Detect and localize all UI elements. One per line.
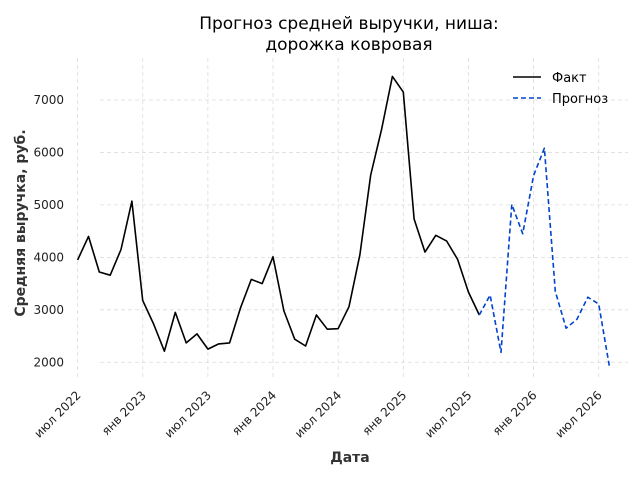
- y-axis-ticks: 2000 3000 4000 5000 6000 7000: [33, 93, 64, 369]
- x-tick-label: июл 2024: [292, 388, 344, 440]
- x-tick-label: июл 2026: [553, 388, 605, 440]
- x-tick-label: июл 2022: [31, 388, 83, 440]
- series-line-fact: [76, 75, 481, 353]
- legend: Факт Прогноз: [513, 71, 608, 107]
- x-tick-label: июл 2023: [162, 388, 214, 440]
- y-tick-label: 4000: [33, 250, 64, 264]
- y-tick-label: 6000: [33, 145, 64, 159]
- legend-label-forecast: Прогноз: [552, 92, 608, 107]
- x-tick-label: янв 2025: [360, 388, 410, 438]
- y-tick-label: 2000: [33, 355, 64, 369]
- x-tick-label: июл 2025: [422, 388, 474, 440]
- x-tick-label: янв 2026: [490, 388, 540, 438]
- chart-title-line2: дорожка ковровая: [265, 35, 432, 55]
- x-tick-label: янв 2023: [99, 388, 149, 438]
- y-axis-label: Средняя выручка, руб.: [13, 129, 29, 316]
- y-tick-label: 5000: [33, 198, 64, 212]
- grid: [77, 58, 628, 378]
- legend-label-fact: Факт: [552, 71, 587, 86]
- x-tick-label: янв 2024: [229, 388, 279, 438]
- y-tick-label: 7000: [33, 93, 64, 107]
- x-axis-ticks: июл 2022 янв 2023 июл 2023 янв 2024 июл 2024…: [31, 388, 604, 440]
- y-tick-label: 3000: [33, 303, 64, 317]
- chart-title-line1: Прогноз средней выручки, ниша:: [199, 14, 499, 34]
- series-line-forecast: [478, 147, 611, 368]
- x-axis-label: Дата: [330, 450, 369, 466]
- series-lines: [76, 75, 611, 368]
